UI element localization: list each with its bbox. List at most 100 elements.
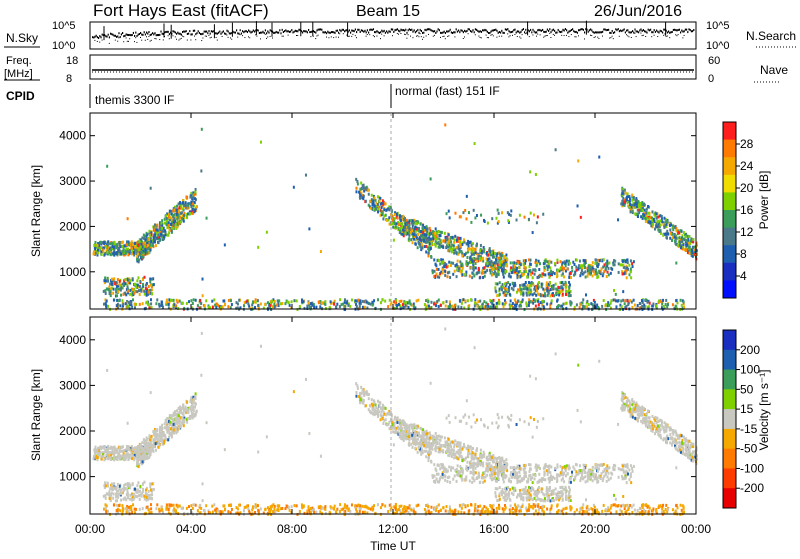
nsky-point	[382, 31, 383, 33]
power-cell	[470, 266, 472, 269]
power-cell	[623, 200, 625, 203]
nsearch-point	[553, 34, 554, 35]
power-cell	[139, 293, 141, 296]
power-cell	[615, 299, 617, 302]
nsky-point	[118, 32, 119, 34]
nsky-point	[318, 29, 319, 31]
nsky-point	[177, 32, 178, 34]
power-cell	[605, 303, 607, 306]
power-cell	[161, 227, 163, 230]
power-cell	[547, 292, 549, 295]
power-cell	[146, 251, 148, 254]
nsky-point	[110, 33, 111, 35]
power-cell	[421, 246, 423, 249]
power-cell	[111, 283, 113, 286]
power-cell	[631, 199, 633, 202]
nsearch-point	[129, 38, 130, 39]
power-cell	[446, 266, 448, 269]
power-cell	[267, 301, 269, 304]
power-cell	[594, 262, 596, 265]
nsky-point	[360, 31, 361, 33]
power-cell	[124, 278, 126, 281]
power-cell	[468, 304, 470, 307]
power-cell	[382, 212, 384, 215]
power-cell	[449, 300, 451, 303]
power-cell	[122, 250, 124, 253]
power-cell	[315, 306, 317, 309]
power-cell	[558, 304, 560, 307]
nsky-point	[558, 29, 559, 31]
velocity-cell	[112, 450, 114, 453]
colorbar-tick-label: 24	[740, 159, 754, 173]
power-cell	[137, 253, 139, 256]
velocity-cell	[163, 440, 165, 443]
nsky-point	[574, 31, 575, 33]
power-cell	[556, 259, 558, 262]
nsky-point	[447, 31, 448, 33]
power-cell	[565, 264, 567, 267]
nsky-point	[201, 33, 202, 35]
nsky-point	[507, 28, 508, 30]
power-cell	[549, 260, 551, 263]
power-cell	[137, 276, 139, 279]
nsky-point	[123, 35, 124, 37]
power-cell	[394, 213, 396, 216]
power-cell	[557, 286, 559, 289]
nsky-point	[430, 29, 431, 31]
nsky-point	[459, 31, 460, 33]
nsky-point	[286, 30, 287, 32]
nsky-point	[369, 29, 370, 31]
power-cell	[556, 275, 558, 278]
nsky-point	[582, 28, 583, 30]
nsky-point	[207, 32, 208, 34]
power-cell	[502, 264, 504, 267]
power-cell	[129, 293, 131, 296]
power-cell	[122, 283, 124, 286]
power-cell	[429, 227, 431, 230]
nsky-point	[487, 31, 488, 33]
velocity-cell	[160, 437, 162, 440]
power-cell	[603, 258, 605, 261]
nsky-point	[609, 32, 610, 34]
power-cell	[156, 224, 158, 227]
power-cell	[399, 230, 401, 233]
power-cell	[281, 302, 283, 305]
power-cell	[679, 241, 681, 244]
nsky-point	[166, 31, 167, 33]
nsky-point	[428, 28, 429, 30]
nsky-point	[570, 30, 571, 32]
power-cell	[109, 246, 111, 249]
power-cell	[93, 252, 95, 255]
velocity-cell	[186, 401, 188, 404]
nsky-point	[367, 29, 368, 31]
velocity-cell	[116, 499, 118, 502]
power-cell	[434, 270, 436, 273]
power-cell	[190, 299, 192, 302]
power-cell	[681, 237, 683, 240]
nsky-point	[658, 31, 659, 33]
velocity-cell	[133, 456, 135, 459]
nsky-point	[370, 29, 371, 31]
nsearch-point	[590, 35, 591, 36]
power-cell	[136, 290, 138, 293]
power-cell	[150, 240, 152, 243]
power-cell	[503, 305, 505, 308]
power-cell	[475, 248, 477, 251]
velocity-cell	[106, 492, 108, 495]
power-cell	[415, 234, 417, 237]
velocity-cell	[155, 449, 157, 452]
power-cell	[427, 254, 429, 257]
nsky-point	[691, 30, 692, 32]
nsky-point	[686, 29, 687, 31]
nsearch-tick-high: 10^5	[706, 20, 730, 32]
power-cell	[115, 288, 117, 291]
power-cell	[126, 243, 128, 246]
nsky-point	[531, 31, 532, 33]
power-cell	[669, 228, 671, 231]
power-cell	[162, 230, 164, 233]
nsky-point	[595, 31, 596, 33]
nsky-point	[559, 31, 560, 33]
power-cell	[150, 249, 152, 252]
power-cell	[524, 216, 526, 219]
nsearch-point	[609, 38, 610, 39]
